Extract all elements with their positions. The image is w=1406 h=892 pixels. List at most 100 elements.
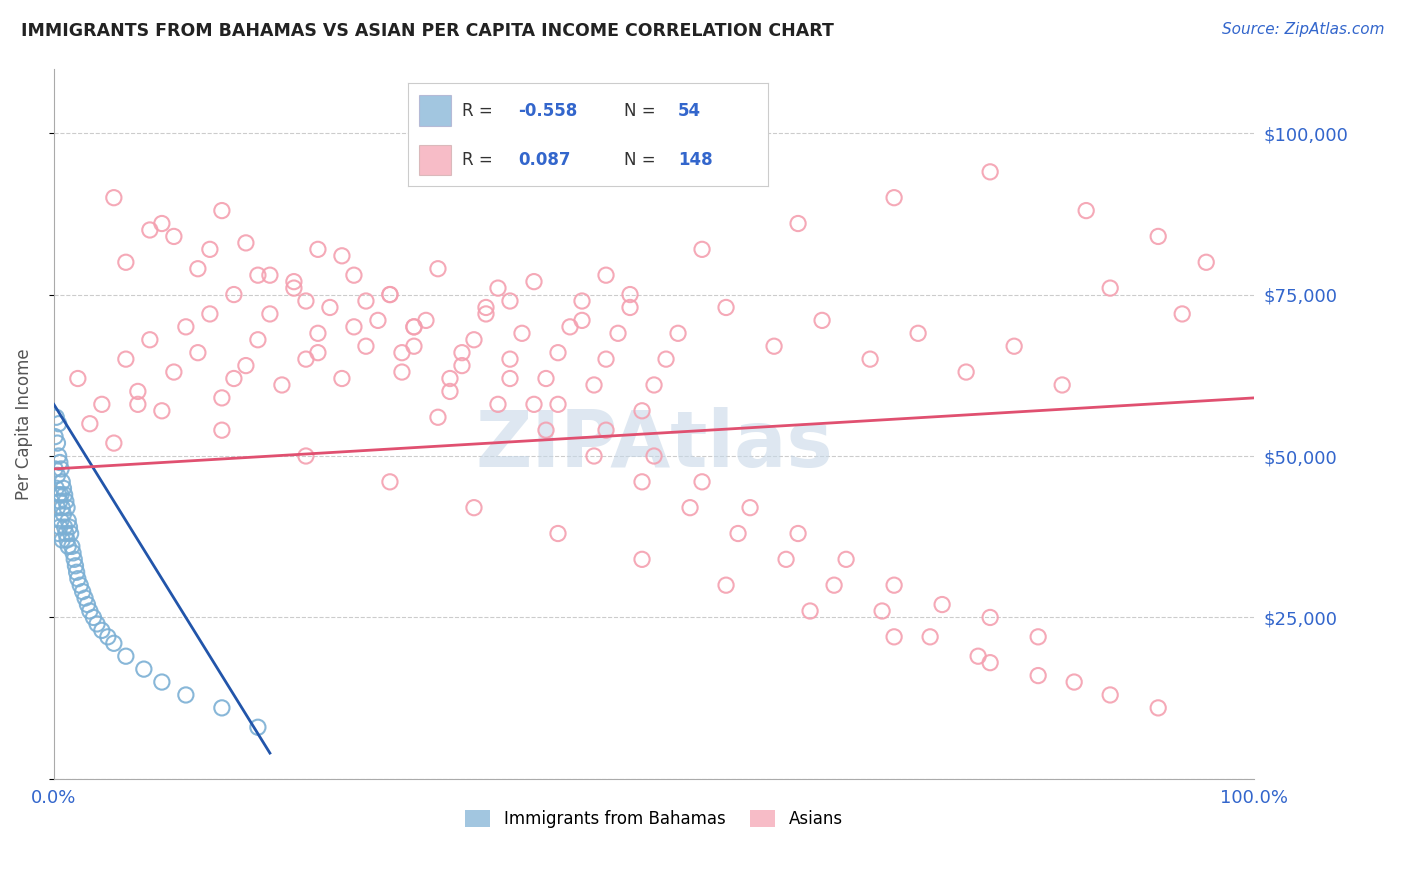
Point bbox=[402, 339, 425, 353]
Point bbox=[65, 558, 87, 573]
Point bbox=[955, 365, 977, 379]
Point bbox=[354, 293, 377, 308]
Point bbox=[307, 326, 329, 341]
Point bbox=[90, 624, 112, 638]
Point bbox=[979, 656, 1001, 670]
Point bbox=[150, 404, 173, 418]
Point bbox=[1147, 701, 1170, 715]
Point bbox=[1076, 203, 1098, 218]
Point bbox=[139, 223, 162, 237]
Point bbox=[53, 520, 76, 534]
Point bbox=[775, 552, 797, 566]
Point bbox=[1002, 339, 1025, 353]
Point bbox=[811, 313, 834, 327]
Point bbox=[60, 540, 83, 554]
Point bbox=[56, 533, 79, 547]
Point bbox=[486, 397, 509, 411]
Point bbox=[295, 293, 318, 308]
Point bbox=[198, 307, 221, 321]
Point bbox=[115, 255, 138, 269]
Point bbox=[571, 313, 593, 327]
Point bbox=[48, 488, 70, 502]
Point bbox=[62, 546, 84, 560]
Point bbox=[53, 488, 76, 502]
Point bbox=[595, 268, 617, 282]
Point bbox=[631, 552, 654, 566]
Point bbox=[1195, 255, 1218, 269]
Point bbox=[49, 494, 72, 508]
Text: Source: ZipAtlas.com: Source: ZipAtlas.com bbox=[1222, 22, 1385, 37]
Point bbox=[330, 249, 353, 263]
Point bbox=[198, 243, 221, 257]
Point bbox=[763, 339, 786, 353]
Point bbox=[823, 578, 845, 592]
Point bbox=[534, 371, 557, 385]
Point bbox=[835, 552, 858, 566]
Point bbox=[150, 217, 173, 231]
Point bbox=[378, 475, 401, 489]
Point bbox=[69, 578, 91, 592]
Point bbox=[52, 481, 75, 495]
Point bbox=[354, 339, 377, 353]
Point bbox=[1063, 675, 1085, 690]
Point bbox=[132, 662, 155, 676]
Legend: Immigrants from Bahamas, Asians: Immigrants from Bahamas, Asians bbox=[458, 803, 849, 835]
Point bbox=[439, 384, 461, 399]
Point bbox=[451, 345, 474, 359]
Point bbox=[679, 500, 702, 515]
Point bbox=[499, 293, 522, 308]
Point bbox=[58, 520, 80, 534]
Point bbox=[714, 301, 737, 315]
Point bbox=[235, 235, 257, 250]
Point bbox=[48, 417, 70, 431]
Y-axis label: Per Capita Income: Per Capita Income bbox=[15, 348, 32, 500]
Point bbox=[55, 526, 77, 541]
Point bbox=[72, 584, 94, 599]
Point bbox=[48, 449, 70, 463]
Point bbox=[486, 281, 509, 295]
Point bbox=[1099, 688, 1122, 702]
Point bbox=[714, 578, 737, 592]
Point bbox=[631, 404, 654, 418]
Point bbox=[211, 391, 233, 405]
Point bbox=[391, 365, 413, 379]
Point bbox=[103, 636, 125, 650]
Point bbox=[48, 526, 70, 541]
Point bbox=[59, 526, 82, 541]
Point bbox=[426, 261, 449, 276]
Point bbox=[44, 462, 66, 476]
Point bbox=[211, 701, 233, 715]
Point bbox=[523, 275, 546, 289]
Point bbox=[870, 604, 893, 618]
Point bbox=[174, 319, 197, 334]
Point bbox=[259, 307, 281, 321]
Point bbox=[44, 430, 66, 444]
Point bbox=[378, 287, 401, 301]
Point bbox=[259, 268, 281, 282]
Point bbox=[883, 630, 905, 644]
Point bbox=[52, 507, 75, 521]
Point bbox=[66, 371, 89, 385]
Point bbox=[330, 371, 353, 385]
Point bbox=[58, 540, 80, 554]
Text: ZIPAtlas: ZIPAtlas bbox=[475, 407, 832, 483]
Point bbox=[787, 526, 810, 541]
Point bbox=[283, 281, 305, 295]
Point bbox=[582, 378, 605, 392]
Point bbox=[86, 616, 108, 631]
Point bbox=[402, 319, 425, 334]
Point bbox=[115, 649, 138, 664]
Point bbox=[463, 333, 485, 347]
Point bbox=[510, 326, 533, 341]
Point bbox=[343, 319, 366, 334]
Point bbox=[1050, 378, 1073, 392]
Point bbox=[271, 378, 294, 392]
Point bbox=[51, 533, 73, 547]
Point bbox=[246, 268, 269, 282]
Point bbox=[475, 301, 498, 315]
Point bbox=[46, 468, 69, 483]
Point bbox=[595, 423, 617, 437]
Point bbox=[967, 649, 990, 664]
Point bbox=[582, 449, 605, 463]
Point bbox=[246, 720, 269, 734]
